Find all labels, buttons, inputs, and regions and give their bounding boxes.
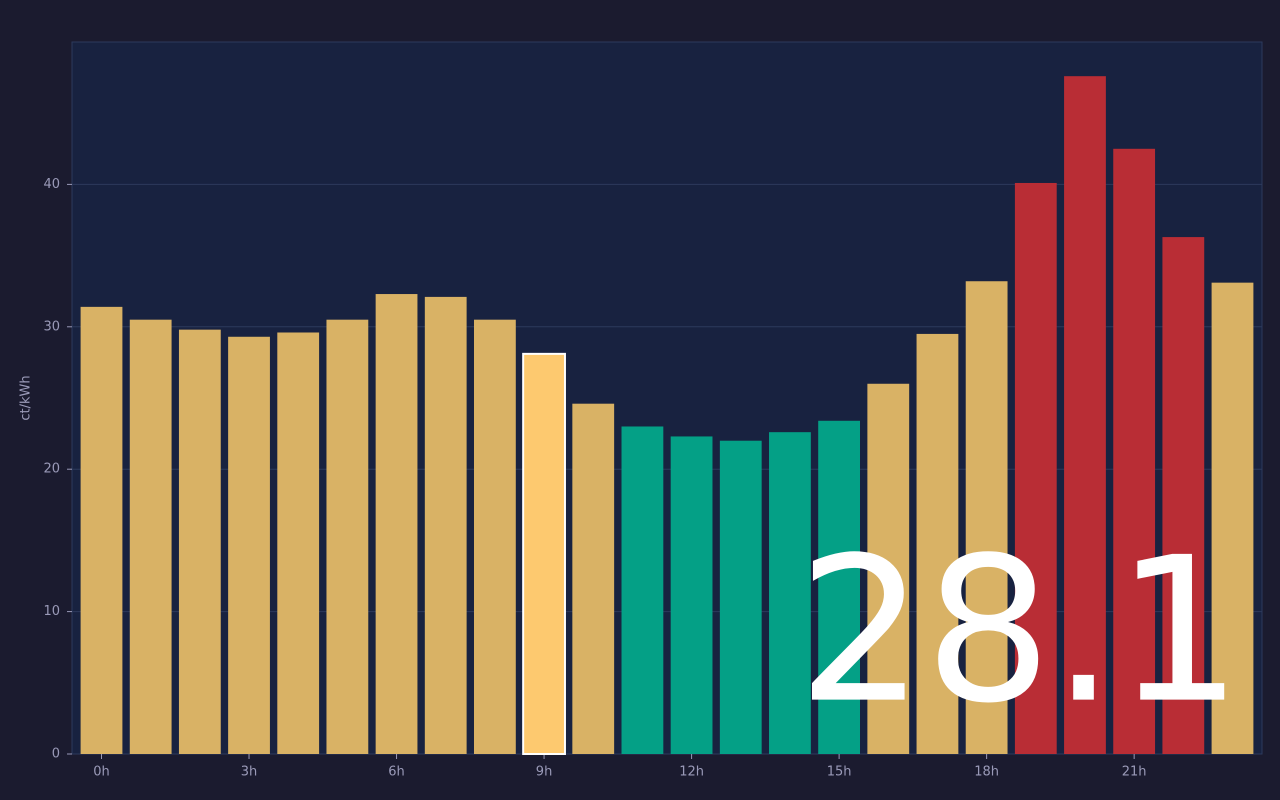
bar xyxy=(1162,237,1205,754)
bar xyxy=(522,352,566,755)
bar xyxy=(670,436,713,754)
y-tick-label: 30 xyxy=(43,319,60,334)
bar xyxy=(80,306,123,754)
y-tick-label: 40 xyxy=(43,177,60,192)
bar xyxy=(1211,282,1254,754)
y-tick-label: 20 xyxy=(43,462,60,477)
bar xyxy=(1113,148,1156,755)
x-tick-label: 0h xyxy=(93,765,110,780)
bar xyxy=(572,403,615,754)
x-tick-label: 21h xyxy=(1122,765,1147,780)
bar xyxy=(228,336,270,754)
bar xyxy=(326,319,369,754)
bar xyxy=(1014,182,1057,754)
bar xyxy=(277,332,320,754)
x-tick-label: 6h xyxy=(388,765,405,780)
x-tick-label: 15h xyxy=(827,765,852,780)
x-tick-label: 18h xyxy=(974,765,999,780)
bar xyxy=(769,432,811,754)
bar xyxy=(178,329,221,754)
bar xyxy=(621,426,664,754)
y-axis-label: ct/kWh xyxy=(19,375,34,420)
bar xyxy=(473,319,516,754)
bar xyxy=(916,333,959,754)
bar xyxy=(965,281,1008,754)
bar xyxy=(1064,76,1106,754)
x-tick-label: 9h xyxy=(536,765,553,780)
x-tick-label: 3h xyxy=(241,765,258,780)
bar xyxy=(129,319,172,754)
y-tick-label: 10 xyxy=(43,604,60,619)
bar xyxy=(375,294,418,754)
y-tick-label: 0 xyxy=(52,747,60,762)
bar xyxy=(867,383,910,754)
x-tick-label: 12h xyxy=(679,765,704,780)
bar xyxy=(424,296,467,754)
bar xyxy=(818,420,861,754)
bar xyxy=(719,440,762,754)
current-value: 28.1 xyxy=(797,515,1242,748)
plot-area xyxy=(71,41,1263,755)
